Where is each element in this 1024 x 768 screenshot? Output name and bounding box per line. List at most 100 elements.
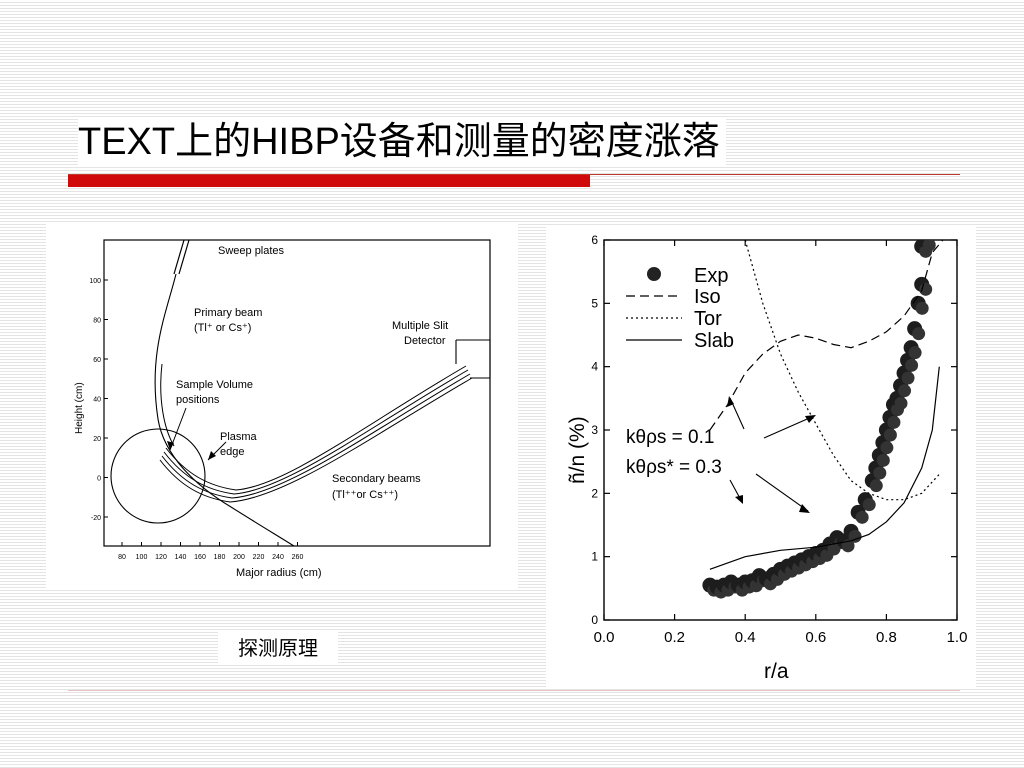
plasma-label: Plasma: [220, 431, 258, 443]
exp-data-point: [873, 466, 887, 480]
x-tick-label: 100: [136, 554, 148, 561]
series-group: [702, 240, 944, 599]
edge-label: edge: [220, 446, 244, 458]
figure-caption: 探测原理: [218, 632, 338, 664]
exp-data-point: [876, 453, 890, 467]
annotation-arrow: [763, 415, 815, 439]
exp-data-point: [898, 384, 912, 398]
arrow-head: [805, 415, 816, 423]
arrow-head: [799, 504, 810, 513]
detector-label: Detector: [404, 335, 446, 347]
detector-box: [456, 339, 491, 379]
arrow-head: [735, 495, 743, 504]
tick-group: 0.0 0.2 0.4 0.6 0.8 1.0 0 1 2 3 4 5 6: [591, 233, 967, 646]
y-tick-label: 0: [97, 476, 101, 483]
y-axis-label: ñ/n (%): [566, 416, 589, 484]
y-tick-label: 6: [591, 233, 598, 247]
exp-data-point: [883, 428, 897, 442]
secondary-beams-ions-label: (Tl⁺⁺or Cs⁺⁺): [332, 489, 398, 501]
y-tick-label: 1: [591, 550, 598, 564]
primary-beam-label: Primary beam: [194, 307, 262, 319]
secondary-beam-path: [159, 377, 473, 503]
legend: Exp Iso Tor Slab: [626, 265, 734, 352]
x-tick-label: 120: [155, 554, 167, 561]
y-tick-label: 4: [591, 360, 598, 374]
sweep-plates-label: Sweep plates: [218, 245, 285, 257]
exp-data-point: [919, 282, 933, 296]
x-tick-label: 0.6: [805, 629, 826, 646]
exp-data-point: [908, 346, 922, 360]
legend-label-slab: Slab: [694, 330, 734, 352]
x-tick-label: 80: [118, 554, 126, 561]
y-tick-label: 2: [591, 486, 598, 500]
annotation-k01: kθρs = 0.1: [626, 427, 714, 448]
secondary-beam-path: [163, 369, 469, 495]
plasma-circle: [110, 428, 206, 524]
primary-beam-path: [160, 363, 175, 447]
y-tick-group: 100 80 60 40 20 0 -20: [89, 278, 108, 522]
y-tick-label: 20: [93, 436, 101, 443]
exp-data-point: [841, 539, 855, 553]
exp-data-point: [901, 371, 915, 385]
exp-data-point: [905, 358, 919, 372]
legend-marker-exp: [647, 267, 661, 281]
x-tick-label: 220: [253, 554, 265, 561]
multiple-slit-label: Multiple Slit: [392, 320, 448, 332]
footer-rule: [68, 690, 960, 691]
x-tick-group: 80 100 120 140 160 180 200 220 240 260: [118, 542, 303, 561]
y-tick-label: 0: [591, 613, 598, 627]
slide-title: TEXT上的HIBP设备和测量的密度涨落: [78, 118, 726, 166]
exp-data-point: [887, 415, 901, 429]
legend-label-tor: Tor: [694, 308, 722, 330]
fluctuation-chart: 0.0 0.2 0.4 0.6 0.8 1.0 0 1 2 3 4 5 6 Exp Iso Tor Sl…: [546, 226, 976, 688]
x-tick-label: 1.0: [947, 629, 968, 646]
annotation-arrow: [755, 473, 809, 512]
iso-series-line: [709, 240, 944, 431]
x-tick-label: 0.0: [594, 629, 615, 646]
y-tick-label: 80: [93, 318, 101, 325]
slab-series-line: [709, 366, 940, 570]
legend-label-exp: Exp: [694, 265, 728, 287]
arrow-head: [167, 441, 174, 450]
secondary-beams-label: Secondary beams: [332, 473, 421, 485]
primary-beam-path: [154, 273, 295, 547]
legend-label-iso: Iso: [694, 286, 721, 308]
y-tick-label: 40: [93, 397, 101, 404]
exp-data-point: [862, 498, 876, 512]
sweep-plate-line: [178, 239, 190, 275]
exp-data-point: [869, 479, 883, 493]
x-tick-label: 0.8: [876, 629, 897, 646]
fluctuation-chart-svg: 0.0 0.2 0.4 0.6 0.8 1.0 0 1 2 3 4 5 6 Exp Iso Tor Sl…: [566, 233, 967, 683]
tor-series-line: [744, 240, 940, 501]
y-tick-label: 3: [591, 423, 598, 437]
x-tick-label: 0.2: [664, 629, 685, 646]
exp-data-point: [915, 301, 929, 315]
y-axis-label: Height (cm): [74, 382, 85, 434]
x-tick-label: 200: [233, 554, 245, 561]
x-tick-label: 240: [272, 554, 284, 561]
annotation-k03: kθρs* = 0.3: [626, 457, 722, 478]
exp-data-point: [922, 240, 936, 252]
y-tick-label: -20: [91, 515, 101, 522]
positions-label: positions: [176, 394, 220, 406]
title-red-bar: [68, 175, 590, 187]
title-thin-rule: [68, 174, 960, 175]
secondary-beam-path: [161, 373, 471, 499]
exp-data-point: [855, 510, 869, 524]
arrow-head: [727, 396, 734, 407]
y-tick-label: 100: [89, 278, 101, 285]
secondary-beam-path: [165, 365, 467, 491]
x-tick-label: 140: [175, 554, 187, 561]
x-tick-label: 160: [194, 554, 206, 561]
y-tick-label: 60: [93, 357, 101, 364]
apparatus-diagram: 80 100 120 140 160 180 200 220 240 260 100 80 60 40 2…: [46, 224, 518, 590]
x-tick-label: 180: [214, 554, 226, 561]
sweep-plate-line: [173, 239, 185, 275]
sample-volume-label: Sample Volume: [176, 379, 253, 391]
x-axis-label: Major radius (cm): [236, 567, 322, 579]
apparatus-svg: 80 100 120 140 160 180 200 220 240 260 1008060402…: [74, 239, 491, 579]
exp-data-point: [894, 396, 908, 410]
x-tick-label: 260: [292, 554, 304, 561]
y-tick-label: 5: [591, 296, 598, 310]
arrow-head: [208, 451, 216, 460]
